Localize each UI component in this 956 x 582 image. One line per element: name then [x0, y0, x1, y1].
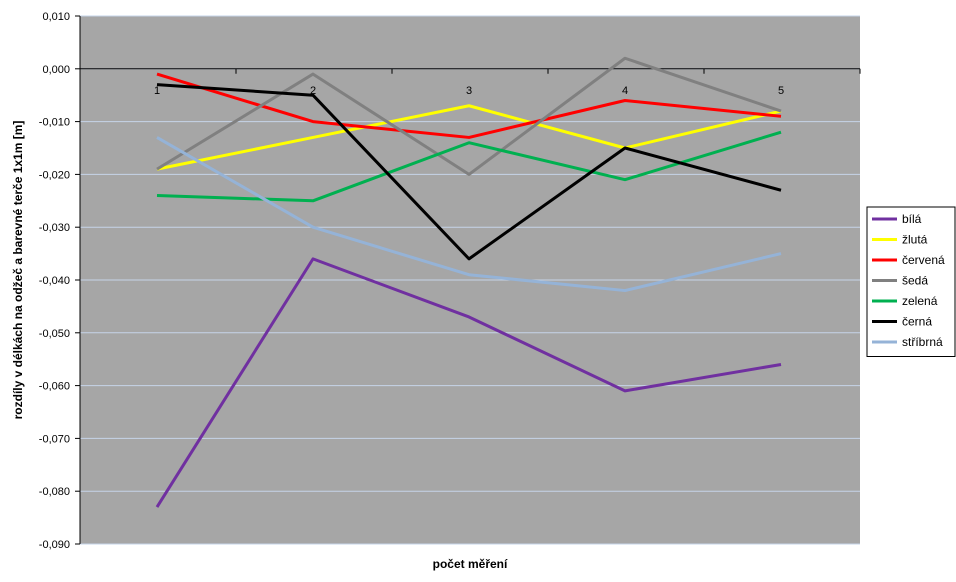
y-tick-label: -0,050	[39, 328, 70, 340]
legend-label: černá	[902, 315, 932, 329]
y-tick-label: -0,060	[39, 381, 70, 393]
y-axis-title: rozdíly v délkách na odžeč a barevné ter…	[11, 121, 25, 420]
y-tick-label: -0,010	[39, 117, 70, 129]
y-tick-label: -0,090	[39, 539, 70, 551]
y-tick-label: 0,000	[42, 64, 70, 76]
series-line	[156, 83, 782, 261]
x-axis-title: počet měření	[433, 557, 508, 571]
x-tick-label: 1	[154, 85, 160, 97]
y-tick-label: -0,020	[39, 169, 70, 181]
x-tick-label: 4	[622, 85, 628, 97]
y-tick-label: -0,040	[39, 275, 70, 287]
y-tick-label: -0,030	[39, 222, 70, 234]
legend-label: stříbrná	[902, 335, 943, 349]
y-tick-label: -0,070	[39, 433, 70, 445]
x-axis-ticks: 1 2 3 4 5	[79, 68, 861, 97]
legend-label: červená	[902, 253, 945, 267]
y-axis-ticks: 0,010 0,000 -0,010 -0,020 -0,030 -0,040 -0,050…	[39, 11, 81, 551]
series-lines	[155, 56, 782, 508]
legend-label: zelená	[902, 294, 938, 308]
y-tick-label: -0,080	[39, 486, 70, 498]
series-line	[156, 56, 782, 176]
legend-label: žlutá	[902, 233, 928, 247]
legend-label: šedá	[902, 274, 928, 288]
y-tick-label: 0,010	[42, 11, 70, 23]
series-line	[156, 130, 782, 203]
series-line	[155, 257, 782, 508]
series-line	[156, 104, 782, 171]
series-line	[156, 136, 782, 293]
legend-label: bílá	[902, 212, 922, 226]
x-tick-label: 5	[778, 85, 784, 97]
x-tick-label: 2	[310, 85, 316, 97]
legend: bílá žlutá červená šedá zelená černá stříbrná	[866, 206, 956, 357]
x-tick-label: 3	[466, 85, 472, 97]
